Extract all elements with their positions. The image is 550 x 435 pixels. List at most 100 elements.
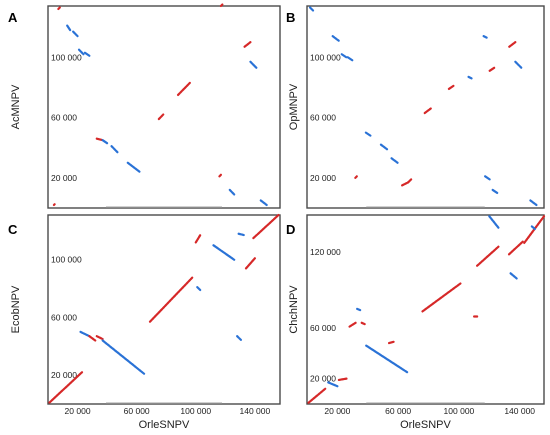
panel-a-forward-match-segment: [52, 203, 56, 207]
panel-b-reverse-match-segment: [467, 75, 473, 80]
panel-c-y-tick-label: 60 000: [51, 312, 77, 322]
panel-b-y-tick-label: 60 000: [310, 113, 336, 123]
panel-d-x-axis-title: OrleSNPV: [400, 419, 451, 430]
panel-b-forward-match-segment: [407, 178, 413, 184]
panel-a-y-tick-label: 20 000: [51, 173, 77, 183]
panel-c-forward-match-segment: [48, 371, 84, 404]
panel-c-reverse-match-segment: [79, 330, 91, 338]
panel-a-reverse-match-segment: [101, 139, 109, 145]
panel-a-forward-match-segment: [57, 6, 61, 11]
panel-a-reverse-match-segment: [249, 60, 258, 69]
panel-b-y-tick-label: 20 000: [310, 173, 336, 183]
panel-d-x-tick-label: 140 000: [504, 406, 535, 416]
panel-b-letter: B: [286, 10, 295, 25]
panel-a-forward-match-segment: [243, 41, 252, 48]
panel-a-reverse-match-segment: [110, 145, 119, 154]
panel-c-forward-match-segment: [252, 213, 280, 240]
panel-d-forward-match-segment: [476, 245, 500, 267]
panel-b-reverse-match-segment: [514, 60, 523, 69]
panel-a-reverse-match-segment: [66, 24, 72, 32]
panel-d-frame: [306, 214, 545, 405]
panel-c-y-axis-title: EcobNPV: [10, 285, 22, 333]
panel-c-letter: C: [8, 222, 18, 237]
panel-b-forward-match-segment: [354, 175, 358, 179]
panel-a-reverse-match-segment: [126, 161, 141, 173]
panel-a-y-axis-title: AcMNPV: [10, 84, 22, 129]
panel-c-x-tick-label: 20 000: [65, 406, 91, 416]
panel-d-y-tick-label: 20 000: [310, 374, 336, 384]
panel-c-forward-match-segment: [148, 275, 194, 323]
panel-d-forward-match-segment: [307, 387, 327, 404]
panel-c-reverse-match-segment: [236, 335, 243, 342]
panel-c-reverse-match-segment: [196, 286, 202, 292]
panel-b-frame: [306, 5, 545, 209]
panel-c-forward-match-segment: [95, 335, 104, 341]
panel-b-reverse-match-segment: [529, 199, 538, 207]
panel-c-reverse-match-segment: [237, 232, 246, 237]
panel-a-forward-match-segment: [219, 3, 224, 8]
panel-a-reverse-match-segment: [83, 51, 91, 57]
panel-b-forward-match-segment: [401, 181, 410, 187]
panel-a-reverse-match-segment: [228, 188, 236, 196]
panel-c-reverse-match-segment: [212, 244, 236, 261]
panel-b-forward-match-segment: [508, 41, 517, 48]
panel-a-y-tick-label: 100 000: [51, 52, 82, 62]
panel-b-y-axis-title: OpMNPV: [288, 83, 300, 130]
panel-d-reverse-match-segment: [327, 381, 339, 388]
panel-c-x-axis-title: OrleSNPV: [139, 419, 190, 430]
panel-c-forward-match-segment: [194, 234, 202, 244]
panel-d-x-tick-label: 60 000: [385, 406, 411, 416]
panel-d-reverse-match-segment: [488, 215, 500, 229]
panel-c-reverse-match-segment: [101, 339, 146, 375]
panel-c-forward-match-segment: [244, 257, 256, 270]
panel-b-reverse-match-segment: [346, 56, 354, 62]
panel-b-forward-match-segment: [447, 84, 455, 91]
panel-d-scroll-track: [366, 402, 485, 404]
panel-c-y-tick-label: 100 000: [51, 255, 82, 265]
panel-d-reverse-match-segment: [365, 344, 409, 374]
panel-d-forward-match-segment: [421, 282, 462, 313]
panel-a-forward-match-segment: [218, 173, 222, 178]
panel-d-letter: D: [286, 222, 295, 237]
panel-b-reverse-match-segment: [340, 53, 348, 59]
panel-c-x-tick-label: 60 000: [124, 406, 150, 416]
panel-d-forward-match-segment: [348, 321, 357, 328]
panel-b-reverse-match-segment: [390, 157, 399, 164]
panel-a-reverse-match-segment: [77, 48, 85, 56]
panel-b-reverse-match-segment: [482, 35, 488, 39]
panel-c-x-tick-label: 140 000: [240, 406, 271, 416]
panel-a-frame: [47, 5, 281, 209]
panel-c-forward-match-segment: [88, 335, 97, 342]
panel-a-forward-match-segment: [157, 113, 165, 121]
panel-a-reverse-match-segment: [259, 199, 268, 207]
panel-b-y-tick-label: 100 000: [310, 52, 341, 62]
panel-d-y-tick-label: 60 000: [310, 323, 336, 333]
panel-a-scroll-track: [106, 206, 222, 208]
panel-c-scroll-track: [106, 402, 222, 404]
panel-d-forward-match-segment: [360, 321, 366, 326]
panel-b-reverse-match-segment: [308, 6, 315, 12]
panel-a-forward-match-segment: [176, 81, 191, 97]
panel-b-reverse-match-segment: [491, 188, 499, 195]
panel-d-y-tick-label: 120 000: [310, 247, 341, 257]
panel-b-forward-match-segment: [488, 66, 496, 72]
panel-d-reverse-match-segment: [356, 307, 362, 312]
panel-d-reverse-match-segment: [509, 272, 518, 280]
panel-d-reverse-match-segment: [530, 225, 536, 231]
panel-c-frame: [47, 214, 281, 405]
panel-d-forward-match-segment: [507, 240, 524, 256]
panel-a-reverse-match-segment: [72, 30, 79, 38]
panel-b-reverse-match-segment: [379, 143, 389, 151]
panel-b-reverse-match-segment: [484, 175, 491, 181]
panel-d-forward-match-segment: [387, 340, 395, 345]
panel-b-reverse-match-segment: [364, 131, 372, 137]
panel-d-y-axis-title: ChchNPV: [288, 285, 300, 334]
panel-c-x-tick-label: 100 000: [180, 406, 211, 416]
panel-d-x-tick-label: 20 000: [324, 406, 350, 416]
panel-a-letter: A: [8, 10, 18, 25]
panel-a-y-tick-label: 60 000: [51, 113, 77, 123]
panel-c-y-tick-label: 20 000: [51, 370, 77, 380]
panel-d-forward-match-segment: [337, 377, 348, 381]
